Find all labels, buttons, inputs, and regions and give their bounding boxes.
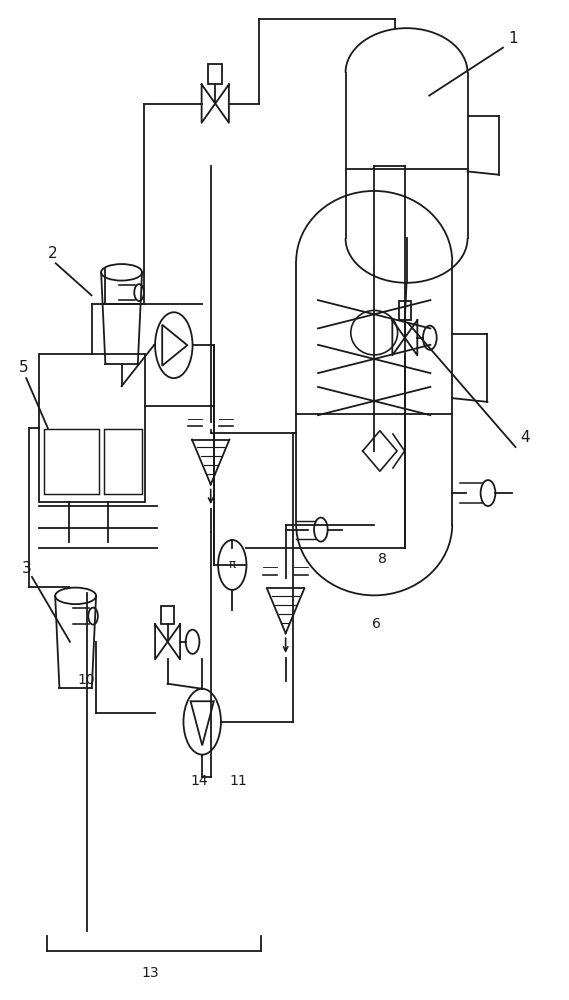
Text: 8: 8	[378, 552, 387, 566]
Text: 3: 3	[22, 561, 32, 576]
Bar	[44, 429, 99, 494]
Text: 4: 4	[520, 430, 530, 445]
Text: 11: 11	[229, 774, 247, 788]
Text: 14: 14	[191, 774, 208, 788]
Bar	[399, 301, 411, 320]
Bar	[104, 429, 142, 494]
Text: 6: 6	[373, 617, 381, 631]
Text: π: π	[229, 558, 236, 571]
Text: 2: 2	[48, 246, 57, 261]
Bar	[162, 606, 174, 624]
Text: 5: 5	[19, 360, 28, 375]
Text: 1: 1	[509, 31, 518, 46]
Text: 13: 13	[142, 966, 159, 980]
Bar	[208, 64, 222, 84]
Bar	[39, 354, 146, 502]
Text: 10: 10	[78, 673, 96, 687]
